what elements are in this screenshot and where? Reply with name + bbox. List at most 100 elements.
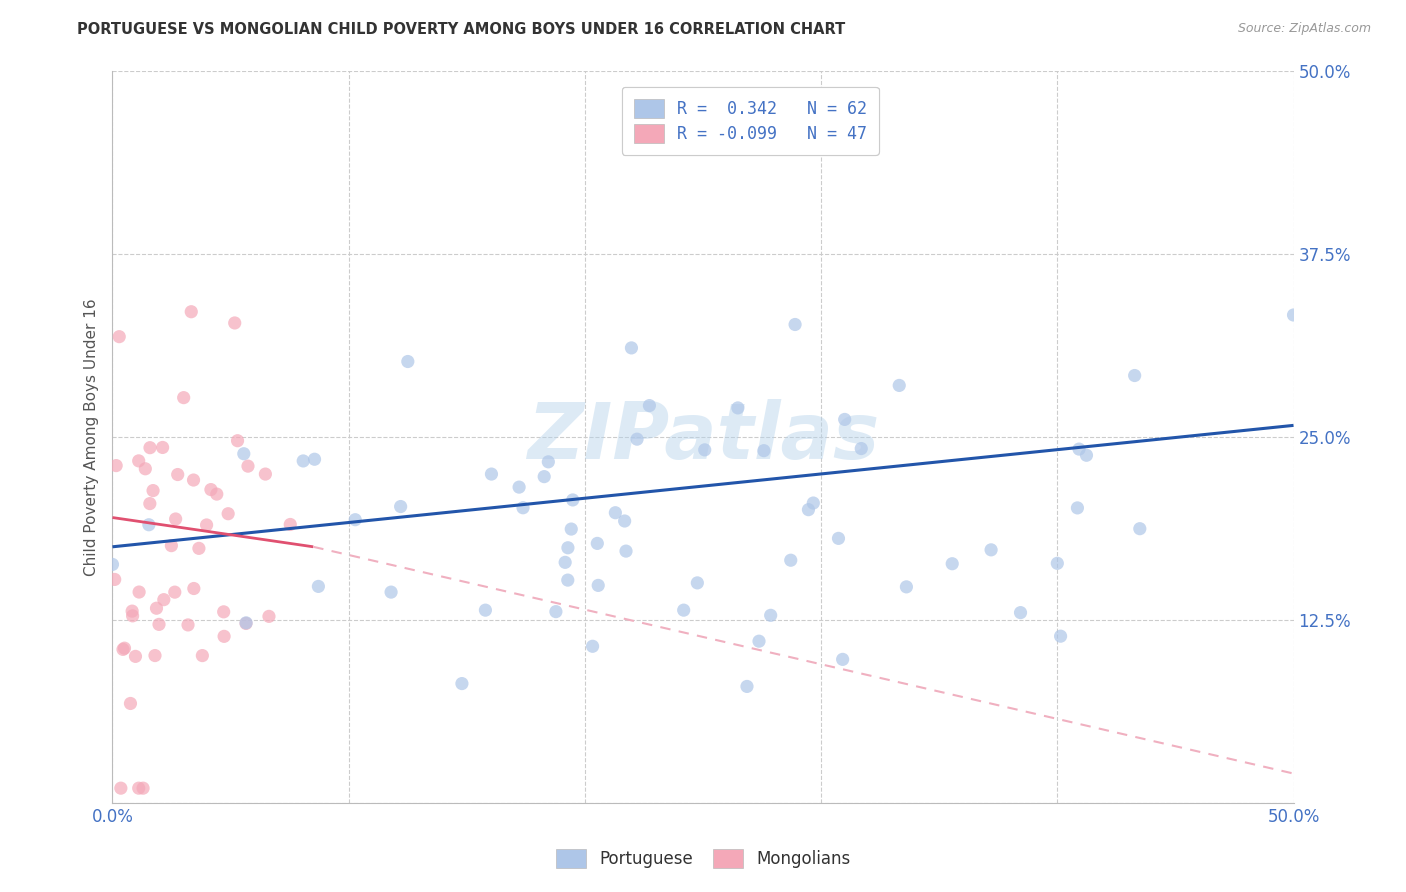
- Point: [672, 603, 695, 617]
- Point: [396, 354, 419, 368]
- Point: [727, 401, 749, 415]
- Point: [134, 462, 156, 476]
- Point: [212, 605, 235, 619]
- Point: [561, 492, 583, 507]
- Point: [1067, 442, 1090, 456]
- Point: [292, 454, 315, 468]
- Point: [160, 539, 183, 553]
- Point: [980, 542, 1002, 557]
- Point: [110, 781, 132, 796]
- Point: [257, 609, 280, 624]
- Point: [693, 442, 716, 457]
- Point: [177, 618, 200, 632]
- Point: [748, 634, 770, 648]
- Point: [139, 497, 162, 511]
- Point: [114, 641, 136, 656]
- Point: [217, 507, 239, 521]
- Point: [451, 676, 474, 690]
- Text: PORTUGUESE VS MONGOLIAN CHILD POVERTY AMONG BOYS UNDER 16 CORRELATION CHART: PORTUGUESE VS MONGOLIAN CHILD POVERTY AM…: [77, 22, 845, 37]
- Point: [212, 629, 235, 643]
- Point: [163, 585, 186, 599]
- Point: [557, 573, 579, 587]
- Point: [254, 467, 277, 481]
- Point: [344, 513, 367, 527]
- Point: [153, 592, 176, 607]
- Text: Source: ZipAtlas.com: Source: ZipAtlas.com: [1237, 22, 1371, 36]
- Y-axis label: Child Poverty Among Boys Under 16: Child Poverty Among Boys Under 16: [84, 298, 100, 576]
- Point: [183, 582, 205, 596]
- Point: [120, 697, 142, 711]
- Point: [128, 585, 150, 599]
- Point: [544, 605, 567, 619]
- Point: [801, 496, 824, 510]
- Point: [180, 304, 202, 318]
- Point: [537, 455, 560, 469]
- Point: [1049, 629, 1071, 643]
- Point: [389, 500, 412, 514]
- Point: [139, 441, 162, 455]
- Point: [797, 502, 820, 516]
- Point: [613, 514, 636, 528]
- Point: [586, 578, 609, 592]
- Point: [779, 553, 801, 567]
- Point: [187, 541, 209, 556]
- Point: [1282, 308, 1305, 322]
- Point: [235, 616, 257, 631]
- Point: [851, 442, 873, 456]
- Point: [165, 512, 187, 526]
- Point: [138, 517, 160, 532]
- Point: [166, 467, 188, 482]
- Point: [148, 617, 170, 632]
- Point: [1010, 606, 1032, 620]
- Point: [941, 557, 963, 571]
- Point: [533, 469, 555, 483]
- Point: [111, 642, 134, 657]
- Point: [195, 518, 218, 533]
- Point: [834, 412, 856, 426]
- Point: [200, 483, 222, 497]
- Point: [735, 680, 758, 694]
- Point: [554, 555, 576, 569]
- Point: [104, 573, 127, 587]
- Point: [557, 541, 579, 555]
- Point: [586, 536, 609, 550]
- Text: ZIPatlas: ZIPatlas: [527, 399, 879, 475]
- Point: [173, 391, 195, 405]
- Point: [235, 615, 257, 630]
- Point: [1129, 522, 1152, 536]
- Point: [508, 480, 530, 494]
- Point: [191, 648, 214, 663]
- Point: [783, 318, 806, 332]
- Point: [152, 441, 174, 455]
- Point: [896, 580, 918, 594]
- Point: [620, 341, 643, 355]
- Point: [132, 781, 155, 796]
- Point: [121, 604, 143, 618]
- Point: [581, 640, 603, 654]
- Point: [307, 579, 329, 593]
- Point: [121, 608, 143, 623]
- Point: [831, 652, 853, 666]
- Point: [101, 558, 124, 572]
- Point: [481, 467, 503, 481]
- Point: [759, 608, 782, 623]
- Legend: Portuguese, Mongolians: Portuguese, Mongolians: [548, 842, 858, 875]
- Point: [105, 458, 128, 473]
- Point: [108, 329, 131, 343]
- Point: [128, 454, 150, 468]
- Point: [686, 575, 709, 590]
- Legend: R =  0.342   N = 62, R = -0.099   N = 47: R = 0.342 N = 62, R = -0.099 N = 47: [621, 87, 879, 154]
- Point: [145, 601, 167, 615]
- Point: [205, 487, 228, 501]
- Point: [1066, 500, 1088, 515]
- Point: [380, 585, 402, 599]
- Point: [143, 648, 166, 663]
- Point: [304, 452, 326, 467]
- Point: [827, 532, 849, 546]
- Point: [512, 500, 534, 515]
- Point: [278, 517, 301, 532]
- Point: [1046, 557, 1069, 571]
- Point: [614, 544, 637, 558]
- Point: [142, 483, 165, 498]
- Point: [626, 432, 648, 446]
